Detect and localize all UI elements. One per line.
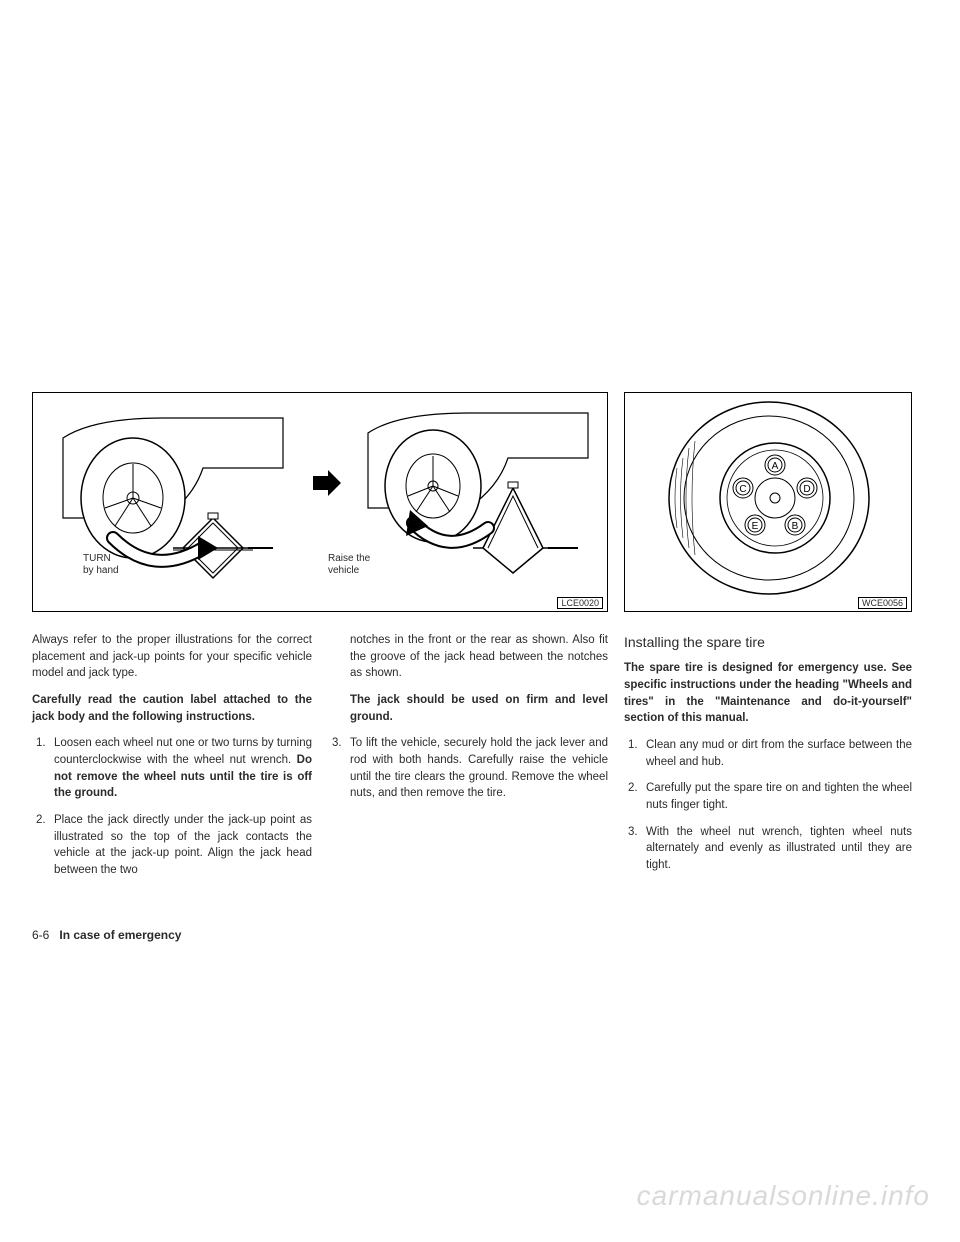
jack-raise-illustration [358,408,598,593]
raise-label-line2: vehicle [328,565,359,576]
col1-step2: 2. Place the jack directly under the jac… [32,812,312,879]
lug-d: D [803,484,810,495]
figure-code-left: LCE0020 [557,597,603,609]
col2-steps: 3. To lift the vehicle, securely hold th… [328,735,608,802]
col2-step3: 3. To lift the vehicle, securely hold th… [328,735,608,802]
turn-label: TURN by hand [83,553,119,577]
col1-steps: 1. Loosen each wheel nut one or two turn… [32,735,312,878]
turn-label-line1: TURN [83,553,111,564]
raise-label-line1: Raise the [328,553,370,564]
column-2: notches in the front or the rear as show… [328,632,608,889]
tire-lug-illustration: A D B E C [625,393,913,603]
sequence-arrow-icon [313,468,343,498]
col1-step1: 1. Loosen each wheel nut one or two turn… [32,735,312,802]
page-number: 6-6 [32,928,49,942]
page-footer: 6-6 In case of emergency [32,928,181,942]
col2-continuation: notches in the front or the rear as show… [328,632,608,682]
section-title: In case of emergency [59,928,181,942]
figure-code-right: WCE0056 [858,597,907,609]
col1-intro: Always refer to the proper illustrations… [32,632,312,682]
text-columns: Always refer to the proper illustrations… [32,632,928,889]
jack-operation-figure: TURN by hand Raise the vehicle LCE0020 [32,392,608,612]
col3-step2: 2. Carefully put the spare tire on and t… [624,780,912,813]
lug-c: C [739,484,746,495]
lug-e: E [752,521,759,532]
turn-label-line2: by hand [83,565,119,576]
column-1: Always refer to the proper illustrations… [32,632,312,889]
figures-row: TURN by hand Raise the vehicle LCE0020 [32,392,928,612]
watermark: carmanualsonline.info [637,1180,930,1212]
col3-step1: 1. Clean any mud or dirt from the surfac… [624,737,912,770]
col3-steps: 1. Clean any mud or dirt from the surfac… [624,737,912,874]
lug-pattern-figure: A D B E C WCE0056 [624,392,912,612]
col3-bold: The spare tire is designed for emergency… [624,660,912,727]
col1-caution: Carefully read the caution label attache… [32,692,312,725]
col3-heading: Installing the spare tire [624,632,912,652]
col3-step3: 3. With the wheel nut wrench, tighten wh… [624,824,912,874]
column-3: Installing the spare tire The spare tire… [624,632,912,889]
col2-bold: The jack should be used on firm and leve… [328,692,608,725]
lug-a: A [772,461,779,472]
lug-b: B [792,521,799,532]
raise-label: Raise the vehicle [328,553,370,577]
